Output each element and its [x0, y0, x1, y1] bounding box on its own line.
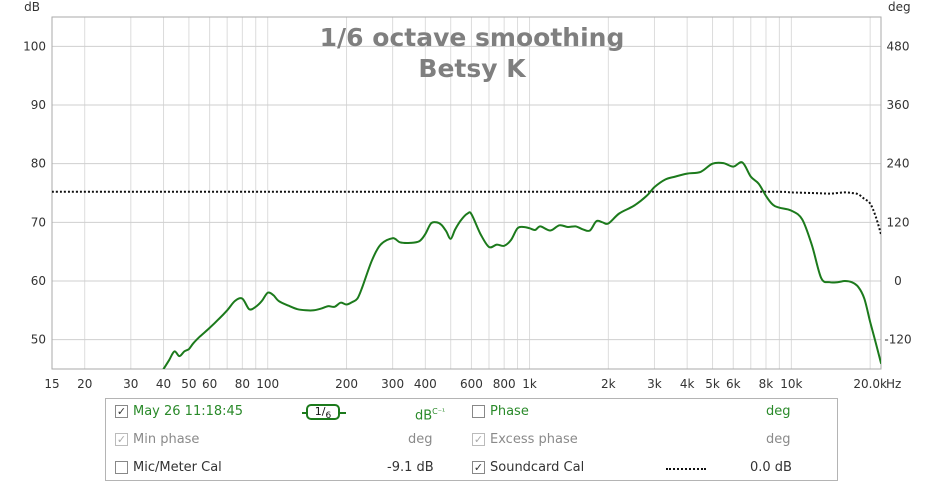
measurement-checkbox[interactable]: ✓ [115, 405, 128, 418]
y2-tick-label: 120 [887, 215, 910, 229]
y2-tick-label: 360 [887, 98, 910, 112]
y-axis-label: dB [24, 0, 40, 14]
x-tick-label: 10k [780, 377, 802, 391]
grid [52, 17, 881, 369]
chart-title: 1/6 octave smoothing [320, 23, 625, 52]
smoothing-line-right [340, 412, 346, 414]
smoothing-denominator: 6 [325, 411, 332, 421]
x-tick-label: 60 [202, 377, 217, 391]
smoothing-numerator: 1 [314, 405, 322, 418]
y2-tick-labels: -120 0 120 240 360 480 [884, 39, 911, 346]
x-tick-label: 300 [381, 377, 404, 391]
plot-frame [51, 16, 882, 370]
y2-tick-label: 480 [887, 39, 910, 53]
x-tick-label: 6k [726, 377, 741, 391]
y-tick-label: 70 [31, 215, 46, 229]
mic-cal-label: Mic/Meter Cal [133, 460, 222, 475]
x-tick-label: 600 [460, 377, 483, 391]
legend-panel: ✓ May 26 11:18:45 1/6 dBC⁻¹ Phase deg ✓ … [105, 398, 838, 481]
phase-label: Phase [490, 404, 529, 419]
y2-tick-label: 0 [894, 274, 902, 288]
y-tick-label: 50 [31, 333, 46, 347]
y2-tick-label: -120 [884, 333, 911, 347]
mic-cal-value: -9.1 dB [387, 460, 434, 475]
y-tick-label: 90 [31, 98, 46, 112]
excess-phase-checkbox[interactable]: ✓ [472, 433, 485, 446]
x-tick-label: 3k [647, 377, 662, 391]
x-tick-label: 15 [44, 377, 59, 391]
measurement-name: May 26 11:18:45 [133, 404, 244, 419]
min-phase-checkbox[interactable]: ✓ [115, 433, 128, 446]
x-tick-label: 20 [77, 377, 92, 391]
soundcard-cal-checkbox[interactable]: ✓ [472, 461, 485, 474]
x-tick-label: 100 [256, 377, 279, 391]
x-tick-label: 5k [705, 377, 720, 391]
measurement-series-line [162, 161, 881, 369]
soundcard-cal-line-sample [666, 468, 706, 470]
y2-tick-label: 240 [887, 157, 910, 171]
y-tick-label: 100 [23, 39, 46, 53]
measurement-unit: dBC⁻¹ [415, 407, 446, 424]
x-tick-label: 800 [493, 377, 516, 391]
y2-axis-label: deg [888, 0, 911, 14]
x-tick-label: 40 [156, 377, 171, 391]
phase-checkbox[interactable] [472, 405, 485, 418]
y-tick-labels: 50 60 70 80 90 100 [23, 39, 46, 346]
x-axis-unit: Hz [886, 377, 901, 391]
soundcard-cal-series-line [52, 190, 881, 235]
mic-cal-checkbox[interactable] [115, 461, 128, 474]
x-tick-label: 20.0k [853, 377, 887, 391]
chart-subtitle: Betsy K [418, 54, 527, 83]
frequency-response-chart: 15 20 30 40 50 60 80 100 200 300 400 600 800 1k 2k 3k 4k… [23, 0, 912, 391]
smoothing-line-left [302, 412, 308, 414]
smoothing-button[interactable]: 1/6 [306, 404, 340, 421]
min-phase-unit: deg [408, 432, 433, 447]
x-tick-label: 8k [759, 377, 774, 391]
x-tick-label: 50 [181, 377, 196, 391]
x-tick-label: 200 [335, 377, 358, 391]
y-tick-label: 80 [31, 157, 46, 171]
x-tick-label: 80 [235, 377, 250, 391]
x-tick-label: 2k [601, 377, 616, 391]
excess-phase-label: Excess phase [490, 432, 578, 447]
x-tick-label: 1k [522, 377, 537, 391]
phase-unit: deg [766, 404, 791, 419]
soundcard-cal-value: 0.0 dB [750, 460, 792, 475]
x-tick-label: 4k [680, 377, 695, 391]
x-tick-labels: 15 20 30 40 50 60 80 100 200 300 400 600 800 1k 2k 3k 4k… [44, 377, 887, 391]
x-tick-label: 30 [123, 377, 138, 391]
excess-phase-unit: deg [766, 432, 791, 447]
y-tick-label: 60 [31, 274, 46, 288]
min-phase-label: Min phase [133, 432, 200, 447]
x-tick-label: 400 [414, 377, 437, 391]
soundcard-cal-label: Soundcard Cal [490, 460, 585, 475]
